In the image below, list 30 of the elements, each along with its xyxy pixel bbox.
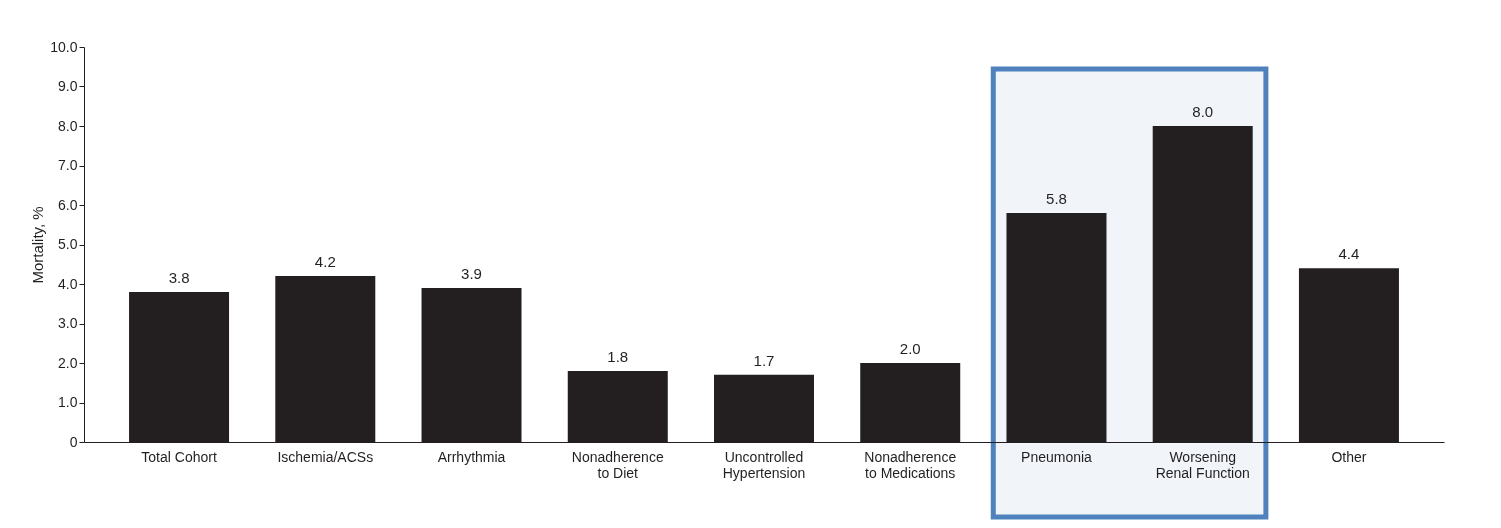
y-tick-label: 4.0 <box>58 275 78 292</box>
x-tick-label: Other <box>1331 448 1367 465</box>
data-label: 3.9 <box>461 264 482 282</box>
data-label: 1.7 <box>753 351 775 369</box>
x-tick-label: Total Cohort <box>141 448 217 465</box>
x-tick-label: Nonadherence to Diet <box>571 448 664 481</box>
x-tick-label: Nonadherence to Medications <box>864 448 957 481</box>
y-tick-label: 6.0 <box>58 196 78 213</box>
x-tick-label: Ischemia/ACSs <box>277 448 374 465</box>
data-label: 2.0 <box>899 340 921 357</box>
data-label: 3.8 <box>168 268 190 286</box>
y-tick-label: 3.0 <box>58 315 78 331</box>
y-axis-title: Mortality, % <box>29 206 47 284</box>
x-tick-label: Uncontrolled Hypertension <box>722 448 806 481</box>
y-tick-label: 0 <box>69 433 78 450</box>
data-label: 8.0 <box>1192 103 1214 120</box>
data-label: 4.2 <box>314 253 336 271</box>
y-tick-label: 1.0 <box>58 394 78 410</box>
y-tick-label: 10.0 <box>50 38 78 55</box>
y-tick-label: 9.0 <box>58 78 78 94</box>
data-label: 4.4 <box>1338 245 1360 263</box>
x-tick-label: Pneumonia <box>1021 448 1093 465</box>
y-tick-label: 2.0 <box>58 354 78 371</box>
x-tick-label: Arrhythmia <box>437 448 506 465</box>
y-tick-label: 8.0 <box>58 117 78 134</box>
data-label: 1.8 <box>607 347 629 365</box>
data-label: 5.8 <box>1046 189 1067 207</box>
x-tick-label: Worsening Renal Function <box>1155 448 1250 481</box>
y-tick-label: 7.0 <box>58 157 78 173</box>
y-tick-label: 5.0 <box>58 236 78 252</box>
